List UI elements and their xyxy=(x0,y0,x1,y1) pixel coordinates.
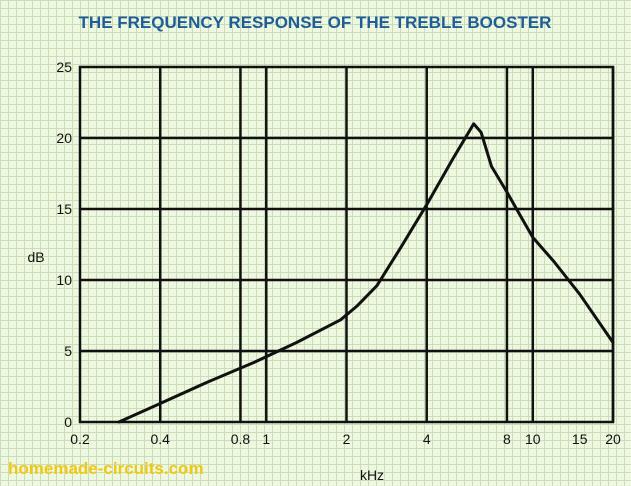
x-tick-label: 20 xyxy=(605,431,621,447)
x-tick-label: 8 xyxy=(503,431,511,447)
x-tick-label: 0.2 xyxy=(70,431,90,447)
y-tick-labels: 0 5 10 15 20 25 xyxy=(56,59,72,430)
x-axis-label: kHz xyxy=(360,467,384,483)
x-tick-label: 10 xyxy=(525,431,541,447)
y-tick-label: 5 xyxy=(64,343,72,359)
x-tick-label: 1 xyxy=(262,431,270,447)
plot-frame xyxy=(78,65,615,424)
x-tick-label: 15 xyxy=(572,431,588,447)
y-tick-label: 15 xyxy=(56,201,72,217)
grid xyxy=(80,67,615,422)
y-tick-label: 25 xyxy=(56,59,72,75)
watermark: homemade-circuits.com xyxy=(8,459,204,478)
x-tick-label: 4 xyxy=(423,431,431,447)
x-tick-label: 0.4 xyxy=(150,431,170,447)
y-axis-label: dB xyxy=(27,249,44,265)
chart-title: THE FREQUENCY RESPONSE OF THE TREBLE BOO… xyxy=(79,13,552,32)
y-tick-label: 20 xyxy=(56,130,72,146)
x-tick-label: 2 xyxy=(343,431,351,447)
frequency-response-curve xyxy=(117,122,615,424)
y-tick-label: 10 xyxy=(56,272,72,288)
x-tick-labels: 0.2 0.4 0.8 1 2 4 8 10 15 20 xyxy=(70,431,621,447)
x-tick-label: 0.8 xyxy=(231,431,251,447)
y-tick-label: 0 xyxy=(64,414,72,430)
